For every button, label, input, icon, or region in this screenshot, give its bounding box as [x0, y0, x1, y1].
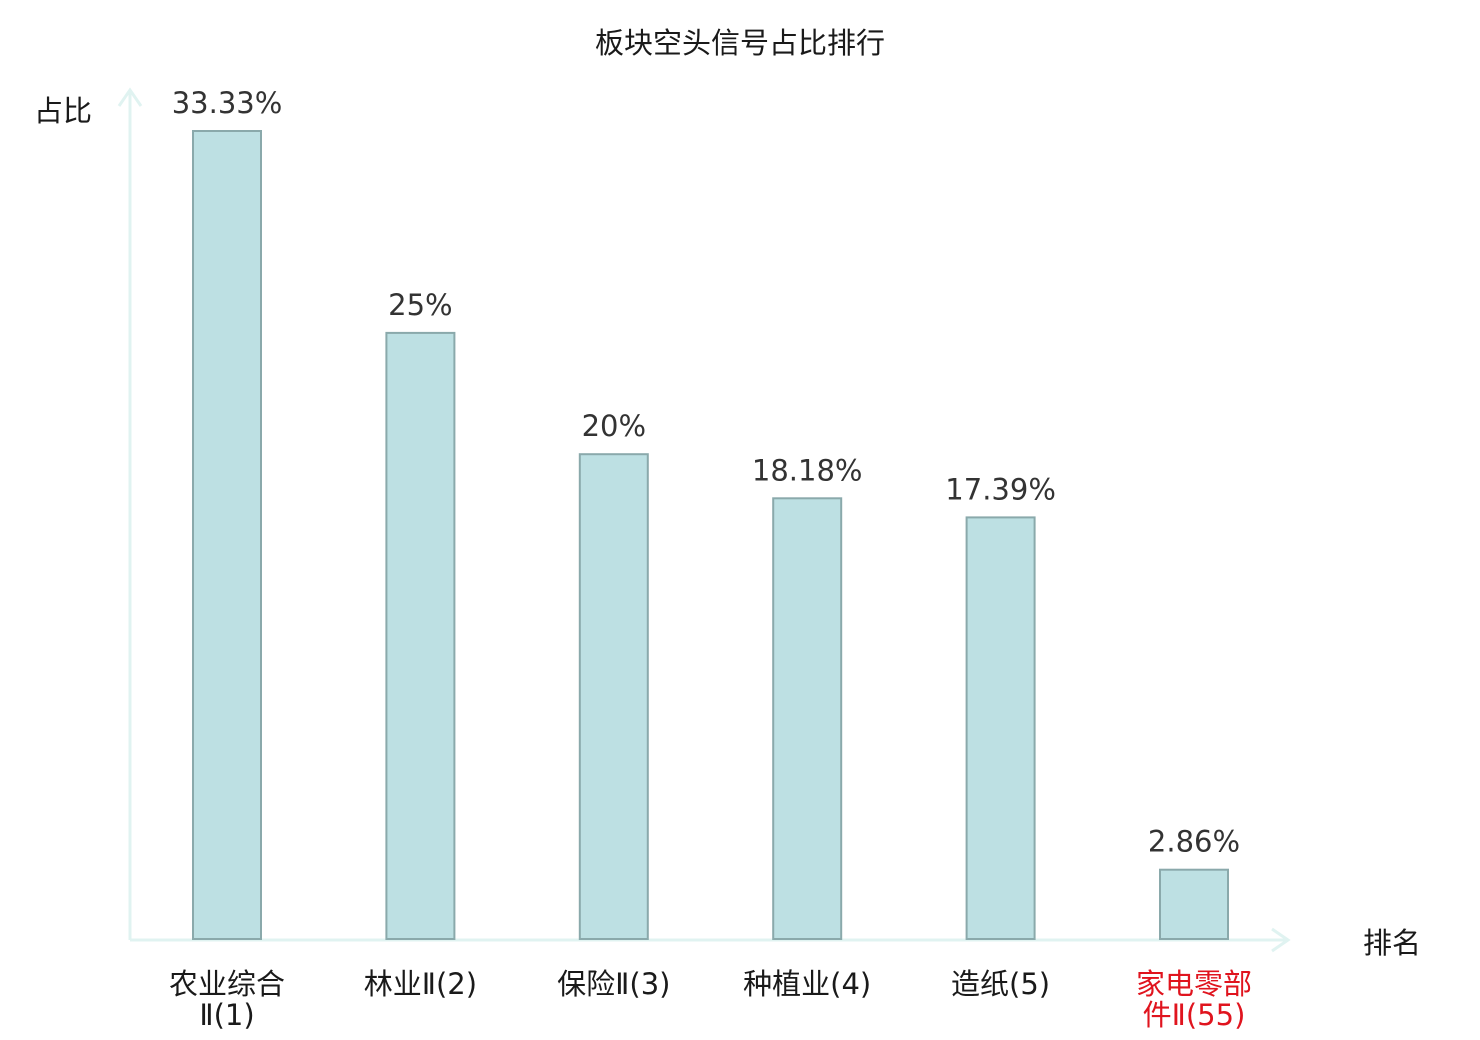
labels-group: 33.33% 农业综合 Ⅱ(1) 25% 林业Ⅱ(2) 20% 保险Ⅱ(3) 18.18% 种植…	[169, 86, 1252, 1032]
bar-4	[772, 497, 843, 940]
bars-group	[192, 130, 1229, 941]
value-label-5: 17.39%	[945, 472, 1056, 506]
category-label-1: 农业综合 Ⅱ(1)	[169, 967, 285, 1032]
category-label-line: 农业综合	[169, 967, 285, 1001]
axes	[117, 87, 1291, 953]
category-label-line: 造纸(5)	[951, 967, 1050, 1001]
category-label-line: 件Ⅱ(55)	[1143, 998, 1246, 1032]
bar-6	[1159, 868, 1229, 941]
category-label-2: 林业Ⅱ(2)	[364, 967, 477, 1001]
category-label-5: 造纸(5)	[951, 967, 1050, 1001]
category-label-line: Ⅱ(1)	[199, 998, 254, 1032]
x-axis-label: 排名	[1363, 926, 1421, 960]
category-label-6: 家电零部件Ⅱ(55)	[1136, 967, 1252, 1032]
category-label-line: 家电零部	[1136, 967, 1252, 1001]
value-label-3: 20%	[582, 409, 646, 443]
value-label-2: 25%	[388, 288, 452, 322]
category-label-line: 种植业(4)	[743, 967, 871, 1001]
category-label-line: 保险Ⅱ(3)	[557, 967, 670, 1001]
bar-3	[578, 453, 649, 940]
y-axis-label: 占比	[34, 94, 92, 128]
value-label-4: 18.18%	[752, 453, 863, 487]
value-label-6: 2.86%	[1148, 825, 1240, 859]
bar-5	[965, 516, 1036, 941]
bar-2	[385, 331, 456, 940]
chart-title: 板块空头信号占比排行	[595, 26, 885, 60]
value-label-1: 33.33%	[172, 86, 283, 120]
category-label-4: 种植业(4)	[743, 967, 871, 1001]
category-label-3: 保险Ⅱ(3)	[557, 967, 670, 1001]
bar-1	[192, 130, 262, 940]
x-axis-arrow	[1271, 927, 1291, 953]
category-label-line: 林业Ⅱ(2)	[364, 967, 477, 1001]
y-axis-arrow	[117, 87, 143, 107]
